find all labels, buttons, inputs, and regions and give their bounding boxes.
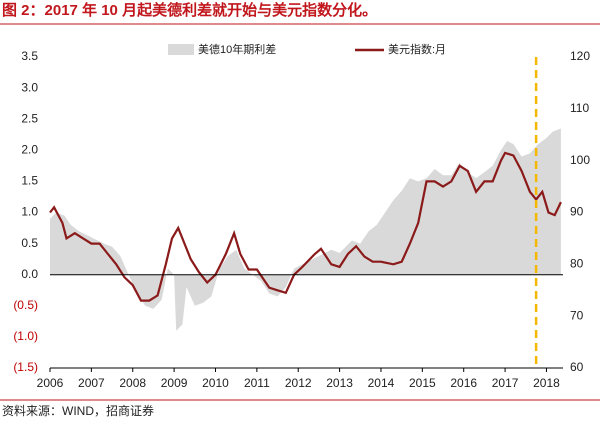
y-tick-label: 0.5 (21, 236, 38, 250)
x-tick-label: 2015 (409, 376, 436, 390)
y2-tick-label: 90 (570, 205, 584, 219)
x-tick-label: 2012 (285, 376, 312, 390)
x-tick-label: 2014 (368, 376, 395, 390)
line (49, 151, 562, 302)
x-tick-label: 2018 (533, 376, 560, 390)
y2-tick-label: 70 (570, 308, 584, 322)
x-tick-label: 2011 (244, 376, 270, 390)
y2-tick-label: 110 (570, 101, 589, 115)
x-tick-label: 2016 (450, 376, 477, 390)
y-tick-label: (1.5) (13, 360, 38, 374)
y2-tick-label: 100 (570, 153, 590, 167)
y-tick-label: 3.5 (21, 49, 38, 63)
x-tick-label: 2009 (161, 376, 188, 390)
x-tick-label: 2007 (78, 376, 105, 390)
x-tick-label: 2008 (119, 376, 146, 390)
x-tick-label: 2010 (202, 376, 229, 390)
source: 资料来源：WIND，招商证券 (2, 403, 154, 418)
y-tick-label: 0.0 (21, 267, 38, 281)
y-tick-label: 1.5 (21, 174, 38, 188)
y-tick-label: 3.0 (21, 80, 38, 94)
legend-swatch (168, 44, 194, 55)
y-tick-label: 2.0 (21, 142, 38, 156)
y2-tick-label: 120 (570, 49, 590, 63)
area (50, 128, 561, 331)
y-tick-label: 2.5 (21, 111, 38, 125)
chart-title: 图 2：2017 年 10 月起美德利差就开始与美元指数分化。 (2, 1, 377, 19)
y2-tick-label: 60 (570, 360, 584, 374)
legend-label: 美德10年期利差 (198, 42, 276, 56)
x-tick-label: 2017 (492, 376, 519, 390)
x-tick-label: 2013 (326, 376, 353, 390)
legend-label: 美元指数:月 (388, 42, 446, 56)
y-tick-label: (0.5) (13, 298, 38, 312)
y-tick-label: 1.0 (21, 205, 38, 219)
y2-tick-label: 80 (570, 257, 584, 271)
y-tick-label: (1.0) (13, 329, 38, 343)
x-tick-label: 2006 (37, 376, 64, 390)
